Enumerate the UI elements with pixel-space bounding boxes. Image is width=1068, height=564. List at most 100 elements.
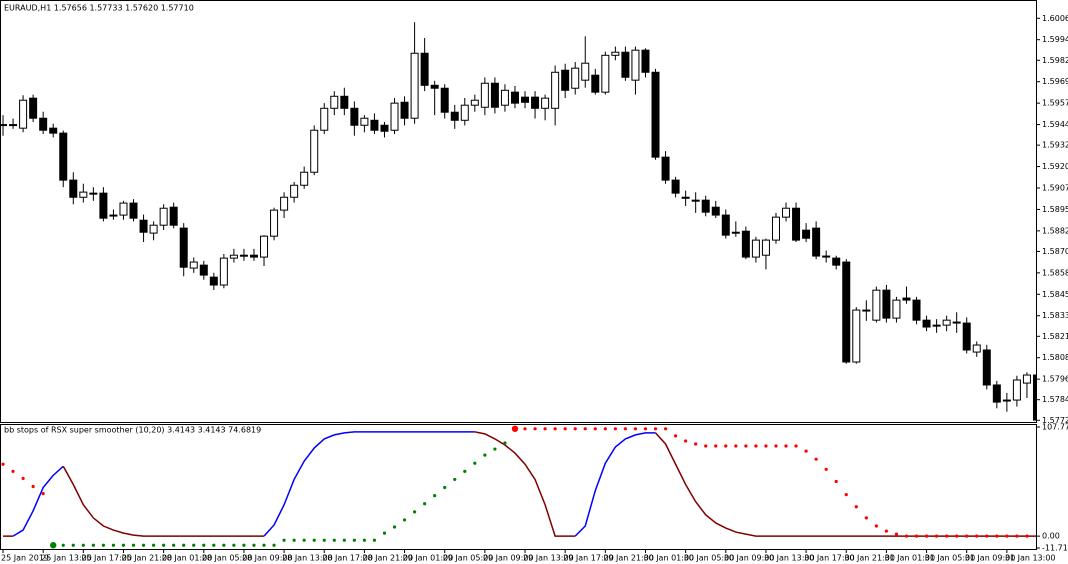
indicator-label: bb stops of RSX super smoother (10,20) 3… bbox=[4, 426, 261, 435]
candle-body bbox=[450, 111, 459, 121]
axes: 1.60065 1.59940 1.59820 1.59695 1.59570 1.594… bbox=[1, 14, 1068, 563]
stop-dot bbox=[382, 531, 387, 535]
candle-body bbox=[179, 227, 188, 268]
candle-body bbox=[320, 107, 329, 131]
x-tick-label: 28 Jan 17:00 bbox=[322, 554, 373, 563]
x-tick-label: 30 Jan 21:00 bbox=[844, 554, 895, 563]
candle-body bbox=[290, 184, 299, 198]
stop-dot bbox=[663, 427, 668, 431]
stop-dot bbox=[463, 469, 467, 473]
stop-dot bbox=[292, 538, 296, 542]
stop-dot bbox=[21, 476, 25, 481]
candle-body bbox=[159, 207, 168, 226]
candle-body bbox=[1, 124, 8, 127]
y-tick-label: 1.59695 bbox=[1042, 77, 1068, 86]
candle-body bbox=[982, 349, 991, 386]
stop-dot bbox=[242, 543, 246, 547]
candle-body bbox=[79, 191, 88, 198]
candle-body bbox=[862, 309, 871, 312]
indicator-line bbox=[474, 431, 576, 537]
indicator-line bbox=[263, 431, 475, 537]
candle-body bbox=[641, 49, 650, 73]
stop-dot bbox=[924, 534, 929, 538]
stop-dot bbox=[523, 427, 527, 431]
x-tick-label: 31 Jan 13:00 bbox=[1005, 554, 1056, 563]
stop-dot bbox=[121, 543, 126, 547]
candle-body bbox=[89, 192, 98, 195]
stop-dot bbox=[41, 492, 45, 496]
candle-body bbox=[249, 254, 258, 258]
stop-dot bbox=[754, 444, 758, 448]
candle-body bbox=[751, 239, 760, 258]
stop-dot bbox=[864, 516, 868, 520]
y-tick-label: -11.7134 bbox=[1042, 544, 1068, 553]
stop-dot bbox=[412, 510, 417, 514]
y-tick-label: 1.59940 bbox=[1042, 35, 1068, 44]
candle-body bbox=[671, 179, 680, 194]
candle-body bbox=[922, 319, 931, 328]
candle-body bbox=[129, 202, 138, 219]
y-tick-label: 1.59325 bbox=[1042, 141, 1068, 150]
y-tick-label: 1.58330 bbox=[1042, 311, 1068, 320]
main-panel bbox=[0, 0, 1037, 423]
stop-dot bbox=[563, 427, 567, 431]
stop-dot bbox=[282, 538, 286, 542]
candle-body bbox=[1002, 399, 1011, 402]
stop-dot bbox=[834, 479, 838, 484]
stop-dot bbox=[322, 538, 326, 542]
candle-body bbox=[340, 95, 349, 109]
stop-dot bbox=[1015, 534, 1019, 538]
candle-body bbox=[691, 199, 700, 202]
x-tick-label: 25 Jan 21:00 bbox=[121, 554, 172, 563]
stop-dot bbox=[704, 444, 708, 448]
candle-body bbox=[721, 214, 730, 236]
y-tick-label: 1.58825 bbox=[1042, 226, 1068, 235]
stop-dot bbox=[573, 427, 577, 431]
stop-dot bbox=[453, 477, 457, 482]
stop-dot bbox=[162, 543, 166, 547]
x-tick-label: 30 Jan 05:00 bbox=[684, 554, 735, 563]
stop-dot bbox=[714, 444, 718, 448]
candle-body bbox=[651, 71, 660, 158]
candle-body bbox=[902, 297, 911, 301]
stop-dot bbox=[473, 461, 477, 465]
stop-dot bbox=[583, 427, 587, 431]
candle-body bbox=[962, 322, 971, 351]
candle-body bbox=[330, 95, 339, 109]
candle-body bbox=[49, 127, 58, 134]
candle-body bbox=[490, 82, 499, 108]
stop-dot bbox=[493, 447, 497, 451]
candle-body bbox=[802, 229, 811, 239]
candle-body bbox=[9, 124, 18, 127]
candle-body bbox=[942, 319, 951, 326]
indicator bbox=[1, 425, 1036, 549]
stop-dot bbox=[433, 494, 437, 498]
candle-body bbox=[199, 264, 208, 276]
candle-body bbox=[972, 344, 981, 353]
indicator-line bbox=[574, 432, 656, 537]
stop-dot bbox=[543, 427, 547, 431]
candle-body bbox=[370, 119, 379, 131]
candle-body bbox=[561, 69, 570, 91]
candle-body bbox=[992, 384, 1001, 403]
indicator-line bbox=[12, 465, 64, 537]
stop-dot bbox=[965, 534, 969, 538]
y-tick-label: 1.59445 bbox=[1042, 120, 1068, 129]
candle-body bbox=[420, 52, 429, 86]
candle-body bbox=[581, 62, 590, 81]
candle-body bbox=[229, 254, 238, 259]
candle-body bbox=[822, 255, 831, 258]
stop-dot bbox=[553, 427, 557, 431]
candle-body bbox=[480, 82, 489, 108]
stop-dot bbox=[362, 538, 367, 542]
candle-body bbox=[59, 132, 68, 181]
y-tick-label: 1.58705 bbox=[1042, 247, 1068, 256]
indicator-panel bbox=[0, 424, 1037, 550]
x-tick-label: 30 Jan 17:00 bbox=[804, 554, 855, 563]
x-tick-label: 28 Jan 21:00 bbox=[362, 554, 413, 563]
x-tick-label: 25 Jan 2019 bbox=[1, 554, 49, 563]
stop-dot bbox=[232, 543, 236, 547]
x-tick-label: 25 Jan 13:00 bbox=[41, 554, 92, 563]
candle-body bbox=[430, 84, 439, 89]
